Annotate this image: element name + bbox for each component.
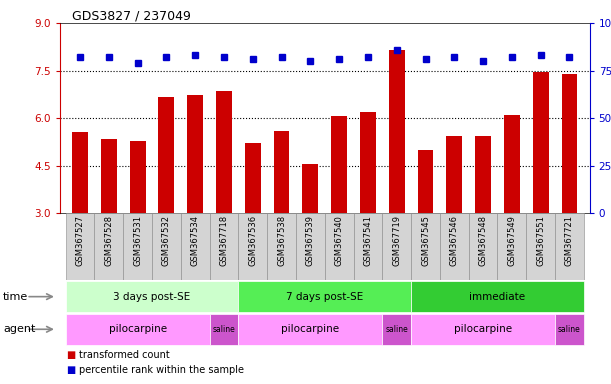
Bar: [123, 213, 152, 280]
Bar: [274, 131, 290, 213]
Text: GSM367534: GSM367534: [191, 215, 200, 266]
Bar: [497, 213, 526, 280]
Bar: [158, 98, 174, 213]
Bar: [152, 213, 181, 280]
Bar: [475, 136, 491, 213]
Bar: [533, 72, 549, 213]
Bar: [382, 314, 411, 345]
Bar: [65, 314, 210, 345]
Text: GSM367527: GSM367527: [76, 215, 84, 266]
Bar: [555, 314, 584, 345]
Bar: [181, 213, 210, 280]
Text: GSM367546: GSM367546: [450, 215, 459, 266]
Bar: [238, 281, 411, 312]
Bar: [447, 136, 462, 213]
Bar: [65, 213, 95, 280]
Text: saline: saline: [558, 325, 581, 334]
Bar: [411, 281, 584, 312]
Text: GSM367718: GSM367718: [219, 215, 229, 266]
Text: agent: agent: [3, 324, 35, 334]
Bar: [101, 139, 117, 213]
Bar: [331, 116, 347, 213]
Text: GSM367545: GSM367545: [421, 215, 430, 266]
Text: GSM367536: GSM367536: [248, 215, 257, 266]
Text: GSM367719: GSM367719: [392, 215, 401, 266]
Text: saline: saline: [386, 325, 408, 334]
Bar: [325, 213, 354, 280]
Bar: [130, 141, 145, 213]
Bar: [360, 112, 376, 213]
Bar: [238, 314, 382, 345]
Bar: [210, 314, 238, 345]
Text: GSM367721: GSM367721: [565, 215, 574, 266]
Text: GSM367549: GSM367549: [507, 215, 516, 266]
Text: saline: saline: [213, 325, 235, 334]
Bar: [526, 213, 555, 280]
Text: transformed count: transformed count: [79, 350, 170, 360]
Text: 3 days post-SE: 3 days post-SE: [114, 291, 191, 302]
Text: GSM367528: GSM367528: [104, 215, 113, 266]
Bar: [65, 281, 238, 312]
Text: GSM367541: GSM367541: [364, 215, 373, 266]
Text: immediate: immediate: [469, 291, 525, 302]
Bar: [411, 213, 440, 280]
Bar: [555, 213, 584, 280]
Text: GSM367538: GSM367538: [277, 215, 286, 266]
Text: GSM367548: GSM367548: [478, 215, 488, 266]
Bar: [210, 213, 238, 280]
Bar: [95, 213, 123, 280]
Bar: [72, 132, 88, 213]
Text: GSM367539: GSM367539: [306, 215, 315, 266]
Bar: [238, 213, 267, 280]
Text: percentile rank within the sample: percentile rank within the sample: [79, 366, 244, 376]
Text: GDS3827 / 237049: GDS3827 / 237049: [72, 10, 191, 23]
Bar: [504, 115, 520, 213]
Text: GSM367540: GSM367540: [335, 215, 343, 266]
Bar: [267, 213, 296, 280]
Bar: [440, 213, 469, 280]
Text: ■: ■: [66, 350, 75, 360]
Bar: [302, 164, 318, 213]
Bar: [188, 95, 203, 213]
Text: ■: ■: [66, 366, 75, 376]
Bar: [382, 213, 411, 280]
Text: pilocarpine: pilocarpine: [454, 324, 512, 334]
Bar: [245, 144, 261, 213]
Text: GSM367531: GSM367531: [133, 215, 142, 266]
Bar: [562, 74, 577, 213]
Bar: [417, 150, 433, 213]
Text: 7 days post-SE: 7 days post-SE: [286, 291, 364, 302]
Bar: [354, 213, 382, 280]
Bar: [216, 91, 232, 213]
Text: time: time: [3, 291, 28, 302]
Text: GSM367551: GSM367551: [536, 215, 545, 266]
Text: GSM367532: GSM367532: [162, 215, 171, 266]
Bar: [469, 213, 497, 280]
Bar: [389, 50, 404, 213]
Text: pilocarpine: pilocarpine: [109, 324, 167, 334]
Bar: [296, 213, 325, 280]
Text: pilocarpine: pilocarpine: [281, 324, 340, 334]
Bar: [411, 314, 555, 345]
